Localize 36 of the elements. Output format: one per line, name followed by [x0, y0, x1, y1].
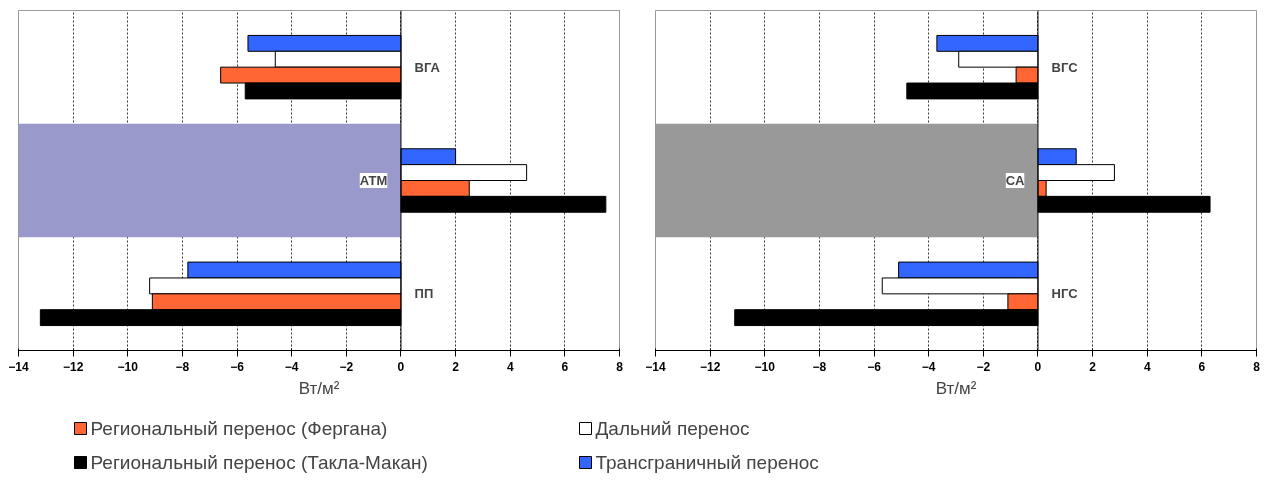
x-tick-label: −8	[175, 359, 190, 374]
category-label: ВГА	[414, 59, 440, 75]
category-label: ПП	[414, 286, 434, 302]
x-tick-label: −14	[8, 359, 29, 374]
x-tick-label: −6	[230, 359, 245, 374]
category-label: СА	[1005, 173, 1025, 188]
x-tick-label: −6	[867, 359, 882, 374]
x-tick-label: −12	[62, 359, 84, 374]
category-label: ВГС	[1051, 59, 1078, 75]
x-tick-label: 6	[561, 359, 569, 374]
x-tick-label: 8	[1253, 359, 1261, 374]
category-label: НГС	[1051, 286, 1078, 302]
x-tick-label: −10	[117, 359, 139, 374]
x-tick-label: −2	[339, 359, 354, 374]
x-tick-label: 8	[616, 359, 624, 374]
x-tick-label: 4	[506, 359, 514, 374]
legend-label: Региональный перенос (Фергана)	[90, 418, 388, 439]
category-label: АТМ	[359, 173, 388, 188]
x-tick-label: −4	[284, 359, 299, 374]
x-tick-label: 0	[397, 359, 405, 374]
x-axis-title: Вт/м²	[298, 378, 340, 398]
x-tick-label: 0	[1034, 359, 1042, 374]
x-tick-label: −10	[754, 359, 776, 374]
x-axis-title: Вт/м²	[935, 378, 977, 398]
x-tick-label: 2	[1089, 359, 1097, 374]
legend-label: Дальний перенос	[595, 418, 750, 439]
legend-label: Трансграничный перенос	[595, 452, 819, 473]
x-tick-label: −4	[921, 359, 936, 374]
x-tick-label: −14	[645, 359, 666, 374]
legend-label: Региональный перенос (Такла-Макан)	[90, 452, 428, 473]
x-tick-label: −12	[699, 359, 721, 374]
x-tick-label: −8	[812, 359, 827, 374]
x-tick-label: 4	[1143, 359, 1151, 374]
x-tick-label: 2	[452, 359, 460, 374]
x-tick-label: −2	[976, 359, 991, 374]
x-tick-label: 6	[1198, 359, 1206, 374]
